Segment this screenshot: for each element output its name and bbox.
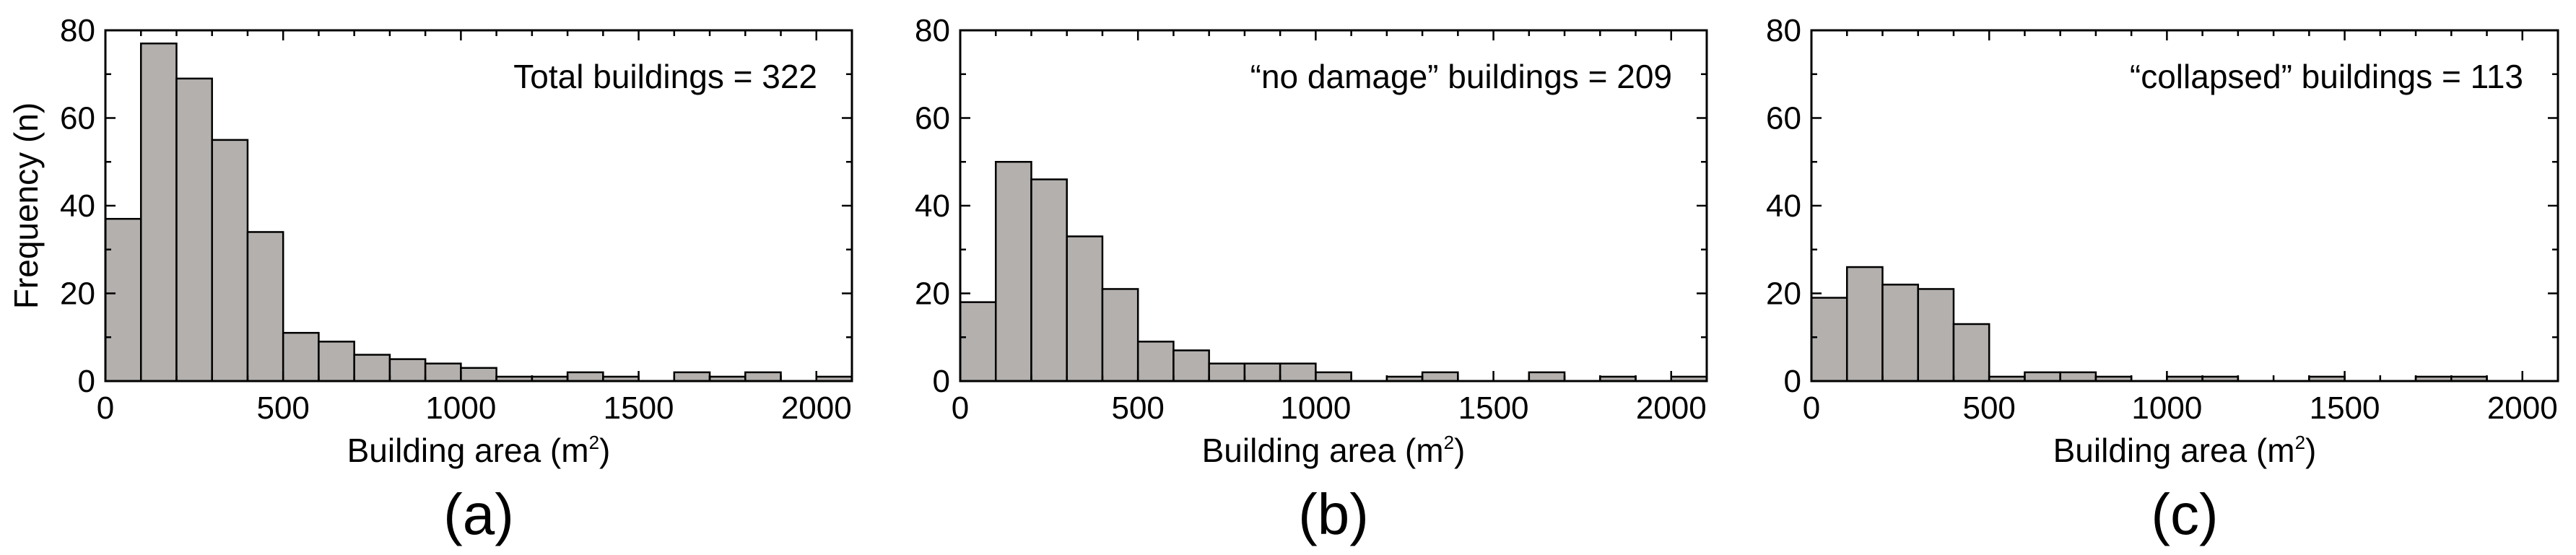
- chart-2-xtick-label: 500: [1111, 390, 1164, 426]
- chart-1-bar: [460, 367, 497, 383]
- chart-2-bar: [1136, 341, 1175, 383]
- chart-3-bar: [1917, 288, 1955, 383]
- chart-3-bar: [1845, 266, 1884, 383]
- chart-2-bar: [1279, 362, 1317, 383]
- chart-2-xtick-label: 2000: [1636, 390, 1707, 426]
- chart-2-xtick-label: 1500: [1458, 390, 1529, 426]
- chart-3-xtick-label: 1500: [2310, 390, 2380, 426]
- chart-1-xlabel: Building area (m2): [347, 432, 611, 469]
- chart-3-xtick-label: 500: [1962, 390, 2015, 426]
- chart-1-bar: [353, 354, 391, 383]
- chart-1-ytick-label: 80: [60, 13, 95, 48]
- chart-1-bar: [175, 77, 213, 383]
- chart-2-bar: [994, 161, 1032, 383]
- chart-3-ytick-label: 20: [1766, 276, 1801, 312]
- chart-2-bar: [1066, 235, 1104, 383]
- chart-2-panel: 0 20 40 60 80 0 500 1000 1500 2000 Building area (…: [915, 13, 1708, 546]
- chart-1-bar: [424, 362, 462, 383]
- chart-3-xlabel: Building area (m2): [2053, 432, 2317, 469]
- chart-3-annotation: “collapsed” buildings = 113: [2130, 58, 2523, 95]
- chart-3-bar: [2059, 371, 2097, 383]
- chart-1-bar: [318, 341, 355, 383]
- chart-2-ytick-label: 60: [915, 101, 950, 136]
- chart-1-bar: [744, 371, 782, 383]
- chart-1-ytick-label: 20: [60, 276, 95, 312]
- chart-3-panel-label: (c): [2151, 482, 2218, 546]
- chart-1-bar: [139, 42, 178, 383]
- chart-1-ytick-label: 60: [60, 101, 95, 136]
- chart-2-ytick-label: 40: [915, 188, 950, 224]
- chart-3-bar: [1952, 323, 1990, 383]
- chart-3-xtick-label: 0: [1803, 390, 1820, 426]
- chart-3-xtick-label: 2000: [2487, 390, 2558, 426]
- chart-1-xtick-label: 1500: [604, 390, 674, 426]
- chart-3-xtick-label: 1000: [2131, 390, 2202, 426]
- chart-2-panel-label: (b): [1298, 482, 1369, 546]
- chart-2-bar: [1208, 362, 1246, 383]
- chart-1-xtick-label: 0: [97, 390, 114, 426]
- chart-1-xtick-label: 2000: [781, 390, 852, 426]
- chart-2-xtick-label: 1000: [1280, 390, 1351, 426]
- chart-1-bar: [388, 358, 427, 383]
- chart-1-bar: [246, 231, 284, 383]
- chart-3-ytick-label: 40: [1766, 188, 1801, 224]
- chart-2-bar: [1243, 362, 1282, 383]
- chart-2-ytick-label: 0: [933, 364, 950, 399]
- chart-2-ytick-label: 20: [915, 276, 950, 312]
- chart-2-xtick-label: 0: [952, 390, 969, 426]
- chart-3-ytick-label: 0: [1784, 364, 1801, 399]
- chart-1-panel-label: (a): [443, 482, 514, 546]
- chart-2-bar: [1315, 371, 1352, 383]
- chart-2-ytick-label: 80: [915, 13, 950, 48]
- chart-3-bar: [1881, 284, 1919, 383]
- chart-1-panel: 0 20 40 60 80 0 500 1000 1500 2000 Building area (…: [7, 13, 853, 546]
- chart-1-bar: [104, 217, 142, 383]
- chart-1-ylabel: Frequency (n): [7, 102, 45, 309]
- chart-1-bar: [673, 371, 711, 383]
- chart-1-xtick-label: 1000: [425, 390, 496, 426]
- chart-2-bar: [959, 301, 997, 383]
- chart-1-ytick-label: 40: [60, 188, 95, 224]
- chart-2-bar: [1421, 371, 1459, 383]
- chart-1-annotation: Total buildings = 322: [513, 58, 817, 95]
- chart-2-bar: [1030, 178, 1068, 383]
- chart-3-ytick-label: 60: [1766, 101, 1801, 136]
- chart-1-bar: [282, 331, 320, 383]
- chart-2-bar: [1528, 371, 1566, 383]
- chart-1-bar: [211, 139, 249, 383]
- chart-1-ytick-label: 0: [78, 364, 95, 399]
- chart-1-bar: [566, 371, 604, 383]
- chart-3-panel: 0 20 40 60 80 0 500 1000 1500 2000 Building area (…: [1766, 13, 2559, 546]
- chart-2-bar: [1101, 288, 1139, 383]
- chart-3-bar: [1810, 297, 1848, 383]
- chart-2-xlabel: Building area (m2): [1202, 432, 1466, 469]
- chart-1-xtick-label: 500: [256, 390, 309, 426]
- chart-3-bar: [2024, 371, 2061, 383]
- chart-2-bar: [1172, 349, 1210, 383]
- chart-2-annotation: “no damage” buildings = 209: [1250, 58, 1672, 95]
- chart-3-ytick-label: 80: [1766, 13, 1801, 48]
